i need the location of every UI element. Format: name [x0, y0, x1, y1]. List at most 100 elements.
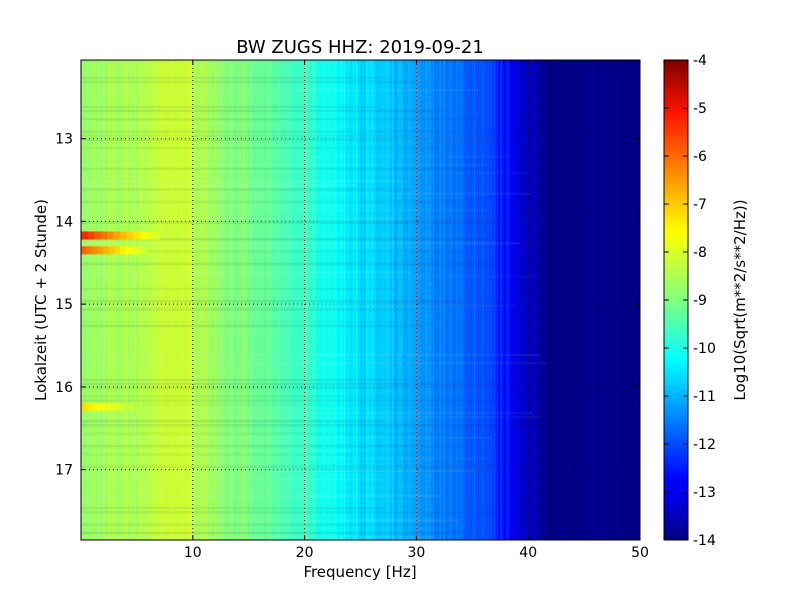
heatmap-event — [108, 246, 116, 255]
heatmap-column — [101, 60, 103, 540]
heatmap-column — [230, 60, 233, 540]
heatmap-column — [588, 60, 591, 540]
heatmap-column — [301, 60, 303, 540]
heatmap-column — [188, 60, 191, 540]
heatmap-column — [192, 60, 195, 540]
grid-lines — [81, 60, 640, 540]
heatmap-event — [113, 231, 121, 240]
heatmap-column — [427, 60, 430, 540]
heatmap-column — [83, 60, 85, 540]
heatmap-column — [483, 60, 486, 540]
heatmap-column — [239, 60, 242, 540]
heatmap-column — [607, 60, 610, 540]
heatmap-column — [502, 60, 505, 540]
heatmap-column — [274, 60, 277, 540]
heatmap-column — [468, 60, 471, 540]
heatmap-column — [329, 60, 331, 540]
heatmap-column — [218, 60, 221, 540]
heatmap-time-band — [81, 167, 475, 171]
heatmap-column — [195, 60, 197, 540]
heatmap-column — [389, 60, 392, 540]
heatmap-column — [467, 60, 470, 540]
heatmap-column — [300, 60, 302, 540]
heatmap-column — [345, 60, 348, 540]
heatmap-column — [581, 60, 584, 540]
heatmap-event — [120, 246, 127, 255]
heatmap-column — [555, 60, 557, 540]
heatmap-column — [620, 60, 623, 540]
heatmap-column — [160, 60, 163, 540]
heatmap-column — [628, 60, 631, 540]
heatmap-column — [585, 60, 587, 540]
heatmap-column — [295, 60, 298, 540]
heatmap-column — [470, 60, 472, 540]
heatmap-time-band — [81, 424, 548, 427]
heatmap-column — [161, 60, 164, 540]
heatmap-column — [491, 60, 494, 540]
heatmap-column — [243, 60, 245, 540]
heatmap-column — [553, 60, 556, 540]
heatmap-column — [277, 60, 280, 540]
heatmap-column — [342, 60, 345, 540]
heatmap-column — [429, 60, 432, 540]
heatmap-column — [107, 60, 110, 540]
heatmap-column — [508, 60, 510, 540]
heatmap-column — [338, 60, 340, 540]
heatmap-event — [100, 231, 108, 240]
heatmap-column — [85, 60, 88, 540]
y-tick-label: 15 — [55, 297, 73, 313]
heatmap-column — [529, 60, 532, 540]
heatmap-column — [481, 60, 483, 540]
x-tick-label: 50 — [631, 545, 649, 561]
heatmap-column — [631, 60, 633, 540]
heatmap-column — [521, 60, 524, 540]
heatmap-column — [358, 60, 360, 540]
heatmap-column — [383, 60, 386, 540]
heatmap-column — [94, 60, 97, 540]
heatmap-column — [614, 60, 617, 540]
heatmap-column — [111, 60, 113, 540]
heatmap-time-band — [81, 362, 547, 365]
heatmap-column — [172, 60, 175, 540]
heatmap-column — [418, 60, 421, 540]
heatmap-column — [234, 60, 236, 540]
heatmap-column — [275, 60, 278, 540]
heatmap-column — [518, 60, 520, 540]
heatmap-column — [568, 60, 571, 540]
heatmap-column — [462, 60, 464, 540]
heatmap-event — [120, 231, 128, 240]
heatmap-column — [182, 60, 185, 540]
heatmap-column — [401, 60, 404, 540]
heatmap-time-band — [81, 208, 487, 212]
heatmap-column — [398, 60, 401, 540]
heatmap-event — [126, 231, 134, 240]
heatmap-time-band — [81, 411, 533, 415]
heatmap-time-band — [81, 304, 519, 307]
heatmap-column — [148, 60, 150, 540]
heatmap-event — [142, 246, 149, 255]
heatmap-column — [551, 60, 554, 540]
heatmap-time-band — [81, 204, 387, 208]
heatmap-column — [154, 60, 157, 540]
heatmap-column — [456, 60, 459, 540]
heatmap-column — [558, 60, 561, 540]
heatmap-column — [436, 60, 439, 540]
heatmap-column — [278, 60, 281, 540]
heatmap-column — [532, 60, 535, 540]
heatmap-column — [597, 60, 600, 540]
heatmap-column — [226, 60, 229, 540]
heatmap-time-band — [81, 444, 474, 448]
heatmap-column — [287, 60, 290, 540]
heatmap-column — [297, 60, 300, 540]
heatmap-column — [186, 60, 188, 540]
heatmap-column — [190, 60, 193, 540]
heatmap-column — [446, 60, 449, 540]
heatmap-column — [135, 60, 138, 540]
heatmap-column — [534, 60, 537, 540]
heatmap-event — [139, 231, 147, 240]
heatmap-column — [371, 60, 374, 540]
heatmap-column — [174, 60, 177, 540]
heatmap-column — [370, 60, 373, 540]
heatmap-column — [177, 60, 179, 540]
